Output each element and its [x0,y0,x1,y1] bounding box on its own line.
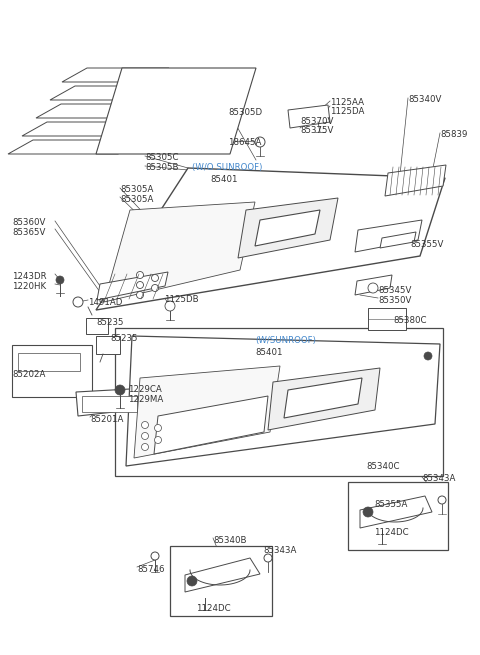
Polygon shape [62,68,169,82]
Bar [86,318,108,334]
Circle shape [363,507,373,517]
Bar [170,546,272,616]
Bar [82,396,137,412]
Circle shape [165,301,175,311]
Circle shape [368,283,378,293]
Bar [12,345,92,397]
Polygon shape [355,220,422,252]
Text: 85355V: 85355V [410,240,444,249]
Text: 85401: 85401 [210,175,238,184]
Circle shape [136,282,144,288]
Text: 85343A: 85343A [263,546,296,555]
Circle shape [424,352,432,360]
Text: 85360V: 85360V [12,218,46,227]
Bar [368,308,406,330]
Circle shape [142,443,148,451]
Text: 85350V: 85350V [378,296,411,305]
Circle shape [187,576,197,586]
Text: 85345V: 85345V [378,286,411,295]
Text: 85305C: 85305C [145,153,179,162]
Text: 85746: 85746 [137,565,165,574]
Polygon shape [96,68,256,154]
Text: 85340B: 85340B [213,536,247,545]
Circle shape [142,432,148,440]
Text: 85305A: 85305A [120,185,154,194]
Polygon shape [96,168,445,310]
Text: 1243DR: 1243DR [12,272,47,281]
Polygon shape [22,122,152,136]
Text: 85235: 85235 [96,318,123,327]
Polygon shape [360,496,432,528]
Circle shape [136,272,144,278]
Text: 85202A: 85202A [12,370,46,379]
Text: 85401: 85401 [255,348,283,357]
Circle shape [152,274,158,282]
Polygon shape [104,202,255,302]
Circle shape [255,137,265,147]
Polygon shape [288,105,330,128]
Text: 85340C: 85340C [366,462,399,471]
Text: 85355A: 85355A [374,500,408,509]
Text: 1125DA: 1125DA [330,107,364,116]
Polygon shape [134,366,280,458]
Polygon shape [76,388,150,416]
Circle shape [155,424,161,432]
Text: 85201A: 85201A [90,415,123,424]
Polygon shape [238,198,338,258]
Text: 1125AA: 1125AA [330,98,364,107]
Polygon shape [255,210,320,246]
Circle shape [264,554,272,562]
Text: 85305D: 85305D [228,108,262,117]
Text: 1229MA: 1229MA [128,395,163,404]
Circle shape [73,297,83,307]
Bar [115,328,443,476]
Text: 85365V: 85365V [12,228,46,237]
Text: 85375V: 85375V [300,126,334,135]
Text: 85235: 85235 [110,334,137,343]
Polygon shape [36,104,159,118]
Polygon shape [8,140,143,154]
Bar [18,353,80,371]
Bar [348,482,448,550]
Text: 85343A: 85343A [422,474,456,483]
Text: 85305A: 85305A [120,195,154,204]
Circle shape [438,496,446,504]
Bar [96,336,120,354]
Text: 1124DC: 1124DC [374,528,408,537]
Polygon shape [154,396,268,454]
Polygon shape [97,272,168,300]
Polygon shape [380,232,416,248]
Text: 85380C: 85380C [393,316,427,325]
Circle shape [152,284,158,291]
Text: 85340V: 85340V [408,95,442,104]
Circle shape [155,436,161,443]
Text: 1491AD: 1491AD [88,298,122,307]
Text: 1229CA: 1229CA [128,385,162,394]
Text: (W/O SUNROOF): (W/O SUNROOF) [192,163,263,172]
Polygon shape [126,336,440,466]
Text: (W/SUNROOF): (W/SUNROOF) [255,336,316,345]
Polygon shape [355,275,392,295]
Circle shape [115,385,125,395]
Circle shape [56,276,64,284]
Text: 85370V: 85370V [300,117,334,126]
Circle shape [151,552,159,560]
Polygon shape [268,368,380,430]
Polygon shape [50,86,165,100]
Text: 85839: 85839 [440,130,468,139]
Text: 85305B: 85305B [145,163,179,172]
Circle shape [136,291,144,299]
Text: 18645A: 18645A [228,138,262,147]
Text: 1124DC: 1124DC [196,604,230,613]
Polygon shape [284,378,362,418]
Text: 1125DB: 1125DB [164,295,199,304]
Text: 1220HK: 1220HK [12,282,46,291]
Circle shape [142,422,148,428]
Polygon shape [185,558,260,592]
Polygon shape [385,165,446,196]
